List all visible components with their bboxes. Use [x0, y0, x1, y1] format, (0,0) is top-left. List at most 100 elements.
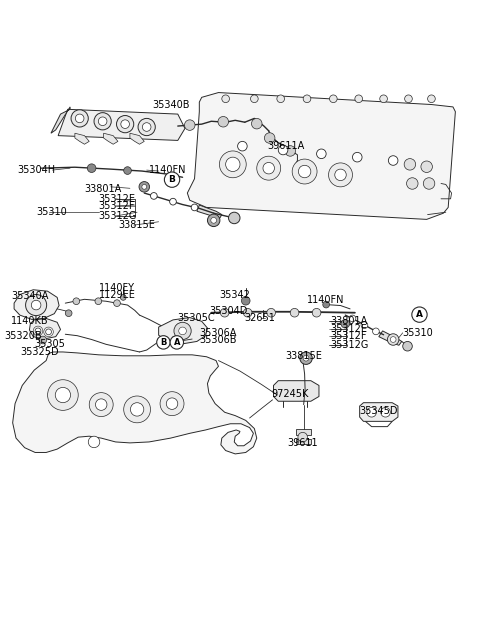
- Text: 35312F: 35312F: [330, 331, 366, 341]
- Polygon shape: [75, 133, 89, 144]
- Circle shape: [412, 307, 427, 323]
- Circle shape: [243, 309, 252, 317]
- Text: 35312E: 35312E: [99, 194, 136, 204]
- Circle shape: [179, 327, 186, 335]
- Text: B: B: [168, 175, 176, 184]
- Circle shape: [25, 295, 47, 316]
- Circle shape: [124, 396, 151, 423]
- Circle shape: [403, 342, 412, 351]
- Circle shape: [131, 403, 144, 416]
- Circle shape: [361, 322, 368, 328]
- Text: 35310: 35310: [36, 207, 67, 217]
- Circle shape: [218, 116, 228, 127]
- Circle shape: [251, 95, 258, 103]
- Circle shape: [71, 110, 88, 127]
- Circle shape: [323, 301, 329, 308]
- Circle shape: [157, 336, 170, 349]
- Polygon shape: [104, 133, 118, 144]
- Circle shape: [312, 309, 321, 317]
- Circle shape: [65, 310, 72, 316]
- Text: 35305C: 35305C: [177, 314, 215, 323]
- Circle shape: [285, 145, 296, 156]
- Circle shape: [222, 95, 229, 103]
- Circle shape: [372, 328, 379, 335]
- Text: 33815E: 33815E: [118, 220, 155, 230]
- Circle shape: [388, 156, 398, 165]
- Circle shape: [124, 167, 132, 175]
- Circle shape: [267, 309, 276, 317]
- Text: 33801A: 33801A: [84, 184, 122, 194]
- Circle shape: [139, 182, 150, 192]
- Text: 1140FN: 1140FN: [149, 165, 187, 175]
- Text: 1140KB: 1140KB: [11, 316, 49, 326]
- Text: 35325D: 35325D: [21, 347, 60, 357]
- Text: 1129EE: 1129EE: [99, 290, 136, 300]
- Polygon shape: [14, 290, 59, 319]
- Text: 35312G: 35312G: [99, 211, 137, 221]
- Circle shape: [191, 204, 198, 211]
- Circle shape: [142, 184, 147, 189]
- Circle shape: [405, 95, 412, 103]
- Text: 35304H: 35304H: [17, 165, 56, 175]
- Circle shape: [121, 120, 130, 128]
- Circle shape: [278, 145, 288, 155]
- Circle shape: [211, 217, 216, 224]
- Circle shape: [404, 159, 416, 170]
- Circle shape: [407, 178, 418, 189]
- Circle shape: [241, 297, 250, 305]
- Circle shape: [252, 118, 262, 129]
- Circle shape: [300, 352, 312, 364]
- Circle shape: [341, 319, 349, 328]
- Circle shape: [257, 156, 281, 180]
- Circle shape: [329, 95, 337, 103]
- Circle shape: [226, 157, 240, 171]
- Circle shape: [87, 164, 96, 173]
- Circle shape: [117, 116, 134, 133]
- Polygon shape: [187, 93, 456, 219]
- Bar: [297, 429, 311, 435]
- Circle shape: [39, 336, 47, 344]
- Circle shape: [423, 178, 435, 189]
- Text: 97245K: 97245K: [271, 389, 309, 399]
- Circle shape: [228, 212, 240, 224]
- Circle shape: [299, 165, 311, 178]
- Polygon shape: [158, 318, 207, 344]
- Polygon shape: [51, 107, 70, 133]
- Circle shape: [89, 392, 113, 417]
- Bar: [292, 161, 300, 167]
- Text: 39611: 39611: [287, 438, 318, 448]
- Circle shape: [73, 298, 80, 305]
- Circle shape: [220, 309, 229, 317]
- Circle shape: [94, 112, 111, 130]
- Circle shape: [88, 436, 100, 448]
- Circle shape: [96, 399, 107, 410]
- Circle shape: [303, 95, 311, 103]
- Text: A: A: [416, 310, 423, 319]
- Circle shape: [335, 169, 346, 180]
- Circle shape: [264, 133, 275, 144]
- Circle shape: [46, 329, 51, 335]
- Circle shape: [380, 95, 387, 103]
- Circle shape: [114, 300, 120, 307]
- Text: 35312G: 35312G: [330, 340, 368, 350]
- Circle shape: [263, 163, 275, 174]
- Circle shape: [207, 214, 220, 227]
- Circle shape: [421, 161, 432, 173]
- Text: A: A: [174, 338, 180, 347]
- Polygon shape: [197, 205, 222, 218]
- Text: 35306B: 35306B: [199, 335, 237, 345]
- Circle shape: [298, 432, 308, 442]
- Text: 1140FY: 1140FY: [99, 283, 135, 293]
- Circle shape: [75, 114, 84, 123]
- Bar: [297, 439, 311, 444]
- Circle shape: [387, 334, 399, 345]
- Text: 39611A: 39611A: [267, 141, 304, 151]
- Polygon shape: [58, 109, 185, 140]
- Circle shape: [138, 118, 156, 136]
- Text: B: B: [160, 338, 167, 347]
- Polygon shape: [274, 380, 319, 401]
- Circle shape: [174, 323, 191, 340]
- Text: 35312F: 35312F: [99, 201, 135, 211]
- Text: 33815E: 33815E: [286, 351, 323, 361]
- Circle shape: [290, 309, 299, 317]
